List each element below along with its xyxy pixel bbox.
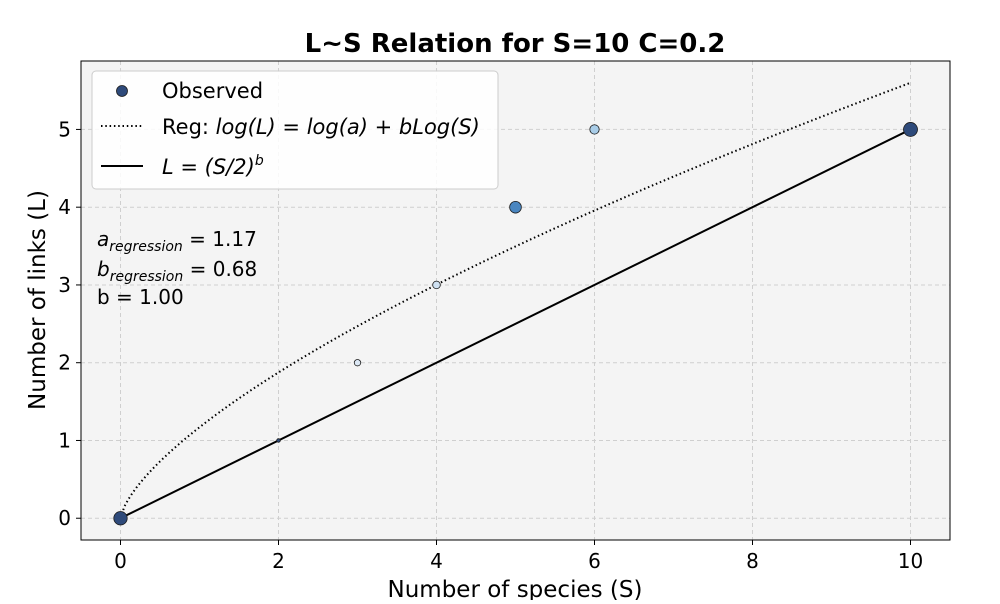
annotations: aregression = 1.17 bregression = 0.68 b … (97, 227, 257, 309)
y-tick-label: 1 (58, 428, 71, 452)
model-line (120, 128, 911, 520)
annotation-b-value: = 0.68 (183, 257, 257, 281)
annotation-a-subscript: regression (109, 239, 183, 255)
y-tick-label: 4 (58, 195, 71, 219)
legend-model-math: L = (S/2) (162, 155, 255, 179)
legend: Observed Reg: log(L) = log(a) + bLog(S) … (91, 70, 499, 190)
y-tick-label: 0 (58, 506, 71, 530)
x-tick-label: 0 (114, 549, 127, 573)
model-line-layer (120, 128, 911, 520)
x-tick-label: 6 (588, 549, 601, 573)
chart-title: L~S Relation for S=10 C=0.2 (305, 29, 726, 59)
x-tick-label: 4 (430, 549, 443, 573)
annotation-b-symbol: b (97, 257, 110, 281)
legend-regression-label: Reg: log(L) = log(a) + bLog(S) (162, 115, 480, 139)
x-tick-label: 8 (746, 549, 759, 573)
x-tick-label: 10 (898, 549, 923, 573)
observed-point (509, 200, 522, 214)
annotation-b-regression: bregression = 0.68 (97, 257, 257, 285)
legend-regression-math: log(L) = log(a) + bLog(S) (216, 115, 480, 139)
regression-curve-layer (119, 81, 911, 519)
x-axis-label: Number of species (S) (388, 577, 643, 600)
legend-regression-prefix: Reg: (162, 115, 216, 139)
annotation-b-plain: b = 1.00 (97, 285, 184, 309)
annotation-b-subscript: regression (110, 269, 184, 285)
plot-frame (80, 60, 951, 541)
x-tick-label: 2 (272, 549, 285, 573)
observed-point (432, 280, 441, 290)
regression-curve (119, 81, 911, 519)
legend-observed-marker (116, 85, 128, 97)
legend-observed-label: Observed (162, 79, 263, 103)
y-tick-label: 3 (58, 273, 71, 297)
legend-box (91, 70, 499, 190)
observed-point (353, 359, 362, 367)
y-tick-label: 2 (58, 351, 71, 375)
observed-point (903, 122, 918, 137)
legend-model-exponent: b (255, 153, 264, 169)
observed-point (276, 438, 281, 443)
annotation-a-value: = 1.17 (183, 227, 257, 251)
y-tick-label: 5 (58, 117, 71, 141)
observed-points-layer (113, 122, 918, 526)
observed-point (589, 124, 600, 135)
legend-model-label: L = (S/2)b (162, 153, 264, 179)
annotation-a-symbol: a (97, 227, 109, 251)
annotation-a-regression: aregression = 1.17 (97, 227, 257, 255)
y-axis-label: Number of links (L) (25, 190, 51, 410)
observed-point (113, 511, 128, 526)
y-axis-ticks: 0 1 2 3 4 5 (58, 117, 81, 530)
x-axis-ticks: 0 2 4 6 8 10 (114, 540, 923, 573)
